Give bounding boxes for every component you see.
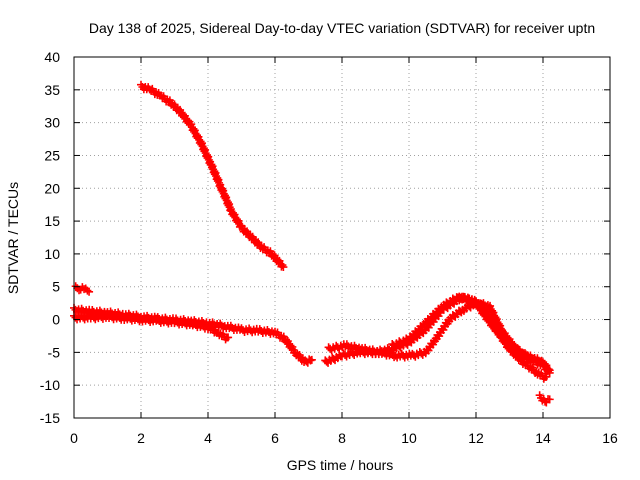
series-arc-mid-c	[388, 292, 554, 376]
y-tick-label: 35	[44, 82, 60, 98]
y-tick-label: -5	[48, 344, 61, 360]
data-point	[307, 355, 316, 364]
y-tick-label: 25	[44, 147, 60, 163]
y-tick-label: 0	[52, 312, 60, 328]
y-tick-label: -15	[40, 410, 60, 426]
axis-ticks	[73, 56, 611, 419]
data-point	[224, 333, 233, 342]
x-tick-label: 2	[137, 430, 145, 446]
x-tick-label: 14	[535, 430, 551, 446]
y-tick-label: 30	[44, 115, 60, 131]
y-tick-label: 20	[44, 180, 60, 196]
x-tick-label: 8	[338, 430, 346, 446]
data-point	[85, 287, 94, 296]
chart-title: Day 138 of 2025, Sidereal Day-to-day VTE…	[89, 20, 595, 36]
y-axis-label: SDTVAR / TECUs	[5, 182, 21, 294]
series-arc-high	[137, 80, 288, 272]
y-tick-label: 5	[52, 279, 60, 295]
data-points	[70, 80, 554, 407]
data-point	[545, 395, 554, 404]
series-arc-short	[71, 282, 94, 296]
x-tick-label: 0	[70, 430, 78, 446]
y-tick-label: -10	[40, 377, 60, 393]
series-arc-main-b	[70, 311, 233, 344]
data-point	[544, 367, 553, 376]
x-tick-label: 6	[271, 430, 279, 446]
data-point	[279, 263, 288, 272]
y-tick-label: 40	[44, 49, 60, 65]
grid	[74, 57, 610, 418]
data-point	[545, 366, 554, 375]
series-arc-low-end	[535, 391, 554, 407]
x-tick-label: 12	[468, 430, 484, 446]
data-point	[287, 344, 296, 353]
x-axis-label: GPS time / hours	[287, 457, 394, 473]
x-tick-label: 10	[401, 430, 417, 446]
y-tick-label: 10	[44, 246, 60, 262]
x-tick-label: 16	[602, 430, 618, 446]
data-point	[83, 286, 92, 295]
y-tick-label: 15	[44, 213, 60, 229]
x-tick-label: 4	[204, 430, 212, 446]
tick-labels: 0 2 4 6 8 10 12 14 16 -15 -10 -5 0 5 10 15 20 25 30 35 40	[40, 49, 618, 446]
